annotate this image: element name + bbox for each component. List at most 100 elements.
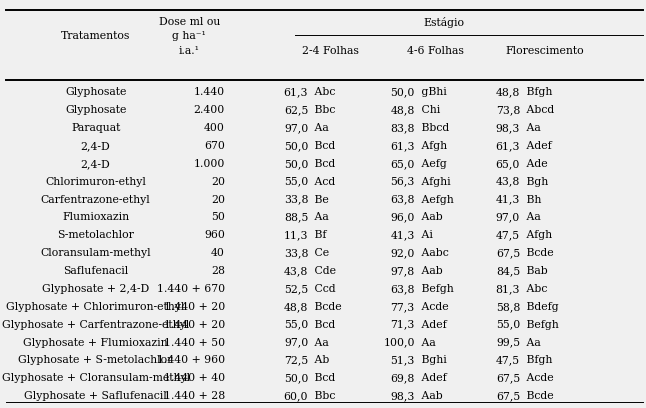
Text: Bgh: Bgh (523, 177, 548, 187)
Text: Paraquat: Paraquat (71, 123, 120, 133)
Text: Bbcd: Bbcd (418, 123, 449, 133)
Text: Bcd: Bcd (311, 373, 336, 383)
Text: Aa: Aa (523, 213, 541, 222)
Text: Aa: Aa (311, 123, 329, 133)
Text: 61,3: 61,3 (495, 141, 520, 151)
Text: 41,3: 41,3 (390, 230, 415, 240)
Text: 1.440 + 960: 1.440 + 960 (157, 355, 225, 366)
Text: 50,0: 50,0 (284, 159, 308, 169)
Text: S-metolachlor: S-metolachlor (57, 230, 134, 240)
Text: 55,0: 55,0 (284, 177, 308, 187)
Text: 83,8: 83,8 (390, 123, 415, 133)
Text: 1.000: 1.000 (193, 159, 225, 169)
Text: 52,5: 52,5 (284, 284, 308, 294)
Text: gBhi: gBhi (418, 87, 447, 98)
Text: 1.440 + 20: 1.440 + 20 (163, 302, 225, 312)
Text: Ai: Ai (418, 230, 433, 240)
Text: 48,8: 48,8 (390, 105, 415, 115)
Text: Bf: Bf (311, 230, 327, 240)
Text: 65,0: 65,0 (495, 159, 520, 169)
Text: 65,0: 65,0 (390, 159, 415, 169)
Text: Bcd: Bcd (311, 319, 336, 330)
Text: Ade: Ade (523, 159, 548, 169)
Text: Glyphosate + Cloransulam-methyl: Glyphosate + Cloransulam-methyl (1, 373, 190, 383)
Text: 56,3: 56,3 (390, 177, 415, 187)
Text: Glyphosate + Saflufenacil: Glyphosate + Saflufenacil (25, 391, 167, 401)
Text: Acde: Acde (418, 302, 448, 312)
Text: 67,5: 67,5 (495, 391, 520, 401)
Text: Cloransulam-methyl: Cloransulam-methyl (40, 248, 151, 258)
Text: 1.440 + 20: 1.440 + 20 (163, 319, 225, 330)
Text: Aa: Aa (311, 337, 329, 348)
Text: 97,0: 97,0 (284, 337, 308, 348)
Text: g ha⁻¹: g ha⁻¹ (172, 31, 206, 41)
Text: 51,3: 51,3 (390, 355, 415, 366)
Text: Be: Be (311, 195, 329, 204)
Text: 81,3: 81,3 (495, 284, 520, 294)
Text: Abcd: Abcd (523, 105, 554, 115)
Text: 61,3: 61,3 (284, 87, 308, 98)
Text: Bcde: Bcde (523, 391, 554, 401)
Text: 50,0: 50,0 (284, 141, 308, 151)
Text: 73,8: 73,8 (495, 105, 520, 115)
Text: Cde: Cde (311, 266, 337, 276)
Text: Aefg: Aefg (418, 159, 447, 169)
Text: Bdefg: Bdefg (523, 302, 559, 312)
Text: 72,5: 72,5 (284, 355, 308, 366)
Text: Glyphosate + 2,4-D: Glyphosate + 2,4-D (42, 284, 149, 294)
Text: 33,8: 33,8 (284, 195, 308, 204)
Text: Aab: Aab (418, 391, 443, 401)
Text: 11,3: 11,3 (284, 230, 308, 240)
Text: 55,0: 55,0 (495, 319, 520, 330)
Text: Aa: Aa (523, 123, 541, 133)
Text: 2-4 Folhas: 2-4 Folhas (302, 46, 359, 55)
Text: 400: 400 (204, 123, 225, 133)
Text: Aab: Aab (418, 266, 443, 276)
Text: 98,3: 98,3 (495, 123, 520, 133)
Text: 99,5: 99,5 (496, 337, 520, 348)
Text: 960: 960 (204, 230, 225, 240)
Text: Bcd: Bcd (311, 159, 336, 169)
Text: Aefgh: Aefgh (418, 195, 453, 204)
Text: Glyphosate + Flumioxazin: Glyphosate + Flumioxazin (23, 337, 168, 348)
Text: 58,8: 58,8 (495, 302, 520, 312)
Text: Chi: Chi (418, 105, 440, 115)
Text: 88,5: 88,5 (284, 213, 308, 222)
Text: Bab: Bab (523, 266, 548, 276)
Text: Afgh: Afgh (523, 230, 552, 240)
Text: Glyphosate + Carfentrazone-ethyl: Glyphosate + Carfentrazone-ethyl (2, 319, 189, 330)
Text: 67,5: 67,5 (495, 248, 520, 258)
Text: Ccd: Ccd (311, 284, 336, 294)
Text: Estágio: Estágio (423, 17, 464, 28)
Text: 33,8: 33,8 (284, 248, 308, 258)
Text: Glyphosate + Chlorimuron-ethyl: Glyphosate + Chlorimuron-ethyl (6, 302, 185, 312)
Text: 20: 20 (211, 195, 225, 204)
Text: 2,4-D: 2,4-D (81, 159, 110, 169)
Text: Abc: Abc (523, 284, 548, 294)
Text: 98,3: 98,3 (390, 391, 415, 401)
Text: Adef: Adef (523, 141, 552, 151)
Text: 77,3: 77,3 (390, 302, 415, 312)
Text: 47,5: 47,5 (496, 230, 520, 240)
Text: 62,5: 62,5 (284, 105, 308, 115)
Text: 97,8: 97,8 (390, 266, 415, 276)
Text: Carfentrazone-ethyl: Carfentrazone-ethyl (41, 195, 151, 204)
Text: Dose ml ou: Dose ml ou (158, 17, 220, 27)
Text: Bfgh: Bfgh (523, 355, 552, 366)
Text: Afgh: Afgh (418, 141, 447, 151)
Text: Chlorimuron-ethyl: Chlorimuron-ethyl (45, 177, 146, 187)
Text: 97,0: 97,0 (284, 123, 308, 133)
Text: 1.440 + 28: 1.440 + 28 (163, 391, 225, 401)
Text: Florescimento: Florescimento (505, 46, 583, 55)
Text: 67,5: 67,5 (495, 373, 520, 383)
Text: Bcd: Bcd (311, 141, 336, 151)
Text: 69,8: 69,8 (390, 373, 415, 383)
Text: Bcde: Bcde (311, 302, 342, 312)
Text: 40: 40 (211, 248, 225, 258)
Text: 670: 670 (204, 141, 225, 151)
Text: 100,0: 100,0 (383, 337, 415, 348)
Text: 20: 20 (211, 177, 225, 187)
Text: Adef: Adef (418, 373, 447, 383)
Text: Glyphosate + S-metolachlor: Glyphosate + S-metolachlor (19, 355, 172, 366)
Text: Bh: Bh (523, 195, 541, 204)
